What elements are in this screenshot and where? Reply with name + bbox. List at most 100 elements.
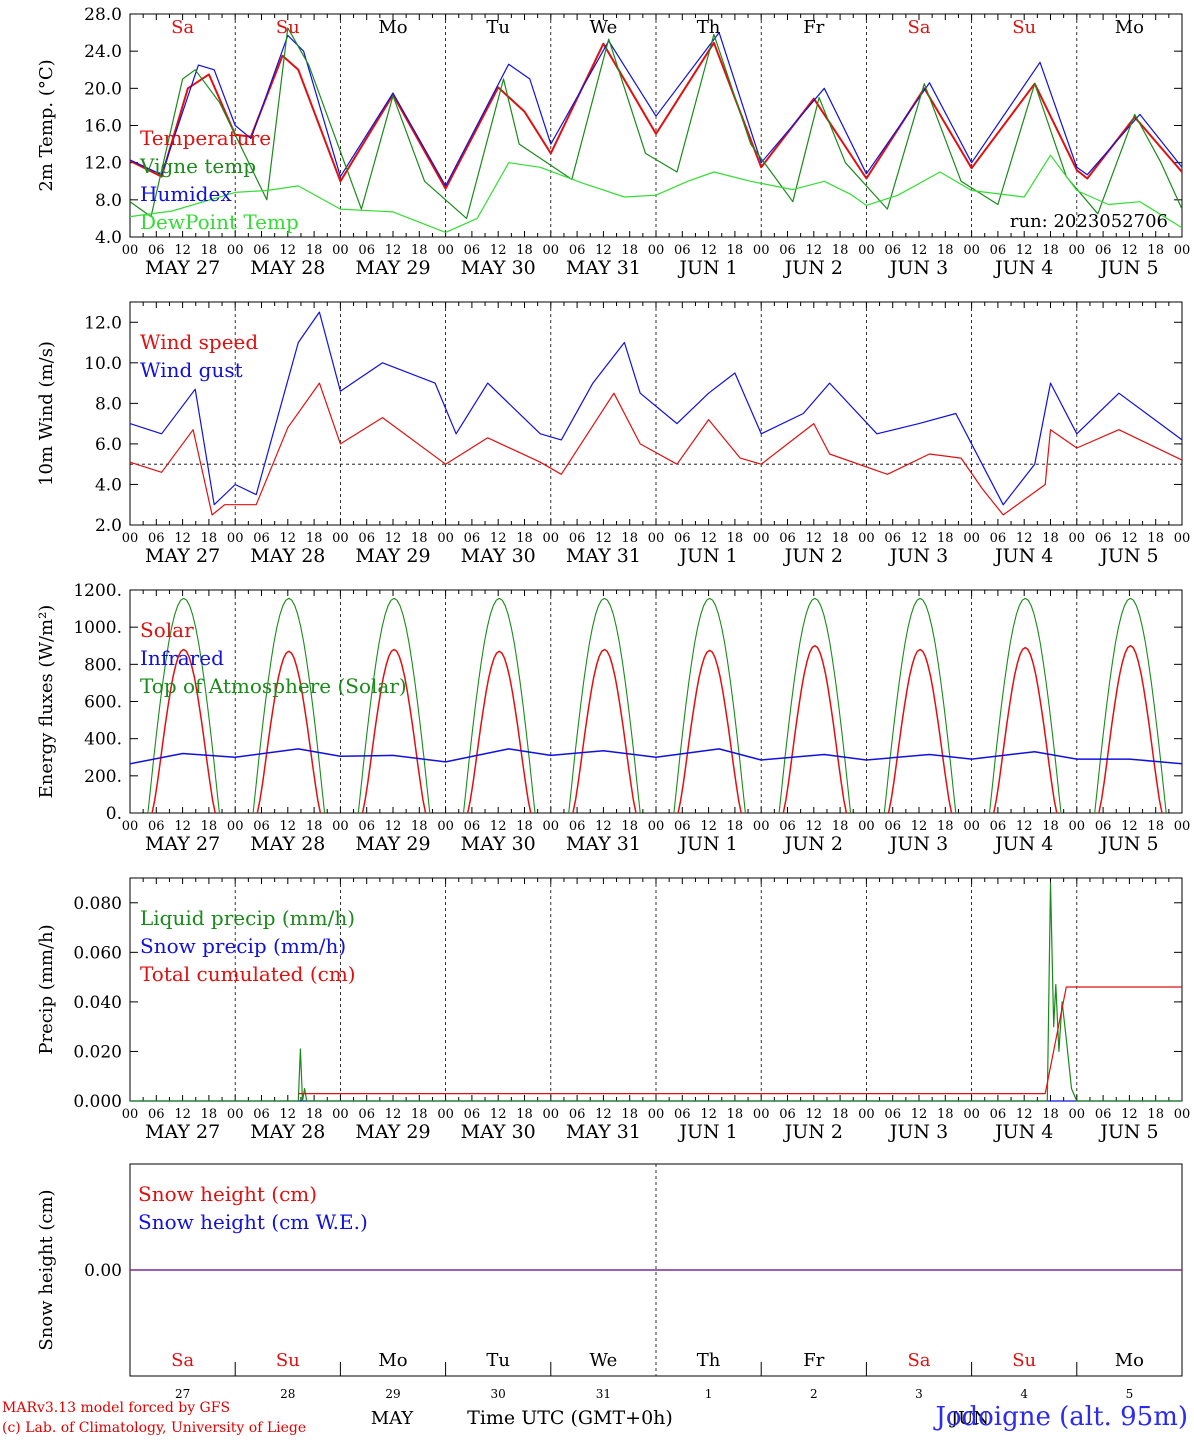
toa-curve xyxy=(1094,597,1167,814)
hour-label: 12 xyxy=(280,243,297,258)
hour-label: 12 xyxy=(174,531,191,546)
hour-label: 18 xyxy=(832,1107,849,1122)
hour-label: 06 xyxy=(779,243,796,258)
weekday-label: Tu xyxy=(486,1350,510,1371)
weekday-label: Sa xyxy=(907,1350,930,1371)
hour-label: 18 xyxy=(621,531,638,546)
y-axis-label: Snow height (cm) xyxy=(36,1189,57,1350)
hour-label: 12 xyxy=(1016,819,1033,834)
weekday-label: Mo xyxy=(378,17,407,38)
date-label: JUN 5 xyxy=(1098,545,1158,567)
hour-label: 18 xyxy=(306,819,323,834)
hour-label: 18 xyxy=(727,243,744,258)
hour-label: 00 xyxy=(332,531,349,546)
hour-label: 00 xyxy=(858,819,875,834)
hour-label: 00 xyxy=(543,819,560,834)
hour-label: 00 xyxy=(858,243,875,258)
series-dewpoint-temp xyxy=(129,154,1183,233)
hour-label: 00 xyxy=(227,1107,244,1122)
hour-label: 12 xyxy=(595,1107,612,1122)
panel-frame xyxy=(129,13,1183,238)
hour-label: 12 xyxy=(700,243,717,258)
hour-label: 00 xyxy=(332,243,349,258)
hour-label: 00 xyxy=(227,819,244,834)
day-number: 30 xyxy=(491,1387,506,1401)
hour-label: 18 xyxy=(1147,531,1164,546)
hour-label: 12 xyxy=(1121,1107,1138,1122)
y-tick-label: 2.0 xyxy=(95,516,122,536)
hour-label: 18 xyxy=(937,819,954,834)
toa-curve xyxy=(147,597,220,814)
hour-label: 00 xyxy=(122,819,139,834)
hour-label: 18 xyxy=(201,819,218,834)
hour-label: 06 xyxy=(990,1107,1007,1122)
hour-label: 06 xyxy=(253,531,270,546)
hour-label: 00 xyxy=(1069,819,1086,834)
toa-curve xyxy=(252,597,326,814)
weekday-label: Su xyxy=(276,17,300,38)
hour-label: 06 xyxy=(779,531,796,546)
series-humidex xyxy=(129,31,1183,187)
hour-label: 12 xyxy=(490,531,507,546)
hour-label: 12 xyxy=(911,531,928,546)
series-wind-gust xyxy=(129,311,1183,506)
hour-label: 18 xyxy=(1147,819,1164,834)
hour-label: 06 xyxy=(990,531,1007,546)
hour-label: 06 xyxy=(464,819,481,834)
y-tick-label: 4.0 xyxy=(95,228,122,248)
weekday-label: Su xyxy=(1012,1350,1036,1371)
hour-label: 06 xyxy=(884,819,901,834)
y-tick-label: 400. xyxy=(84,730,122,750)
hour-label: 06 xyxy=(674,819,691,834)
hour-label: 12 xyxy=(911,1107,928,1122)
date-label: JUN 2 xyxy=(783,833,843,855)
weekday-label: Mo xyxy=(1115,17,1144,38)
hour-label: 06 xyxy=(569,819,586,834)
toa-curve xyxy=(673,597,746,814)
weekday-label: Fr xyxy=(803,17,824,38)
date-label: MAY 30 xyxy=(461,1121,536,1143)
hour-label: 06 xyxy=(990,819,1007,834)
hour-label: 18 xyxy=(411,531,428,546)
hour-label: 18 xyxy=(306,243,323,258)
hour-label: 00 xyxy=(648,1107,665,1122)
hour-label: 12 xyxy=(490,243,507,258)
hour-label: 12 xyxy=(1016,243,1033,258)
y-tick-label: 24.0 xyxy=(84,42,122,62)
y-tick-label: 4.0 xyxy=(95,475,122,495)
legend-entry: Snow height (cm W.E.) xyxy=(138,1210,368,1234)
date-label: JUN 1 xyxy=(677,257,737,279)
toa-curve xyxy=(988,597,1062,814)
solar-curve xyxy=(677,649,742,814)
y-tick-label: 0.020 xyxy=(73,1042,122,1062)
y-tick-label: 0.00 xyxy=(84,1261,122,1281)
hour-label: 06 xyxy=(569,243,586,258)
hour-label: 00 xyxy=(1174,243,1191,258)
hour-label: 06 xyxy=(1095,819,1112,834)
hour-label: 00 xyxy=(1174,1107,1191,1122)
hour-label: 06 xyxy=(358,531,375,546)
date-label: JUN 2 xyxy=(783,545,843,567)
solar-curve xyxy=(256,650,322,814)
y-tick-label: 12.0 xyxy=(84,154,122,174)
legend-entry: Top of Atmosphere (Solar) xyxy=(140,674,407,698)
y-axis-label: Precip (mm/h) xyxy=(36,924,57,1054)
legend-entry: Infrared xyxy=(140,646,224,670)
date-label: JUN 5 xyxy=(1098,1121,1158,1143)
hour-label: 00 xyxy=(227,531,244,546)
toa-curve xyxy=(462,597,536,814)
legend-entry: Vigne temp xyxy=(139,154,256,178)
hour-label: 12 xyxy=(806,531,823,546)
hour-label: 00 xyxy=(437,243,454,258)
hour-label: 18 xyxy=(832,531,849,546)
date-label: MAY 27 xyxy=(145,1121,220,1143)
hour-label: 06 xyxy=(674,1107,691,1122)
hour-label: 00 xyxy=(437,819,454,834)
date-label: MAY 28 xyxy=(250,1121,325,1143)
weekday-label: Fr xyxy=(803,1350,824,1371)
hour-label: 12 xyxy=(700,531,717,546)
hour-label: 06 xyxy=(253,243,270,258)
hour-label: 12 xyxy=(174,1107,191,1122)
hour-label: 06 xyxy=(464,243,481,258)
